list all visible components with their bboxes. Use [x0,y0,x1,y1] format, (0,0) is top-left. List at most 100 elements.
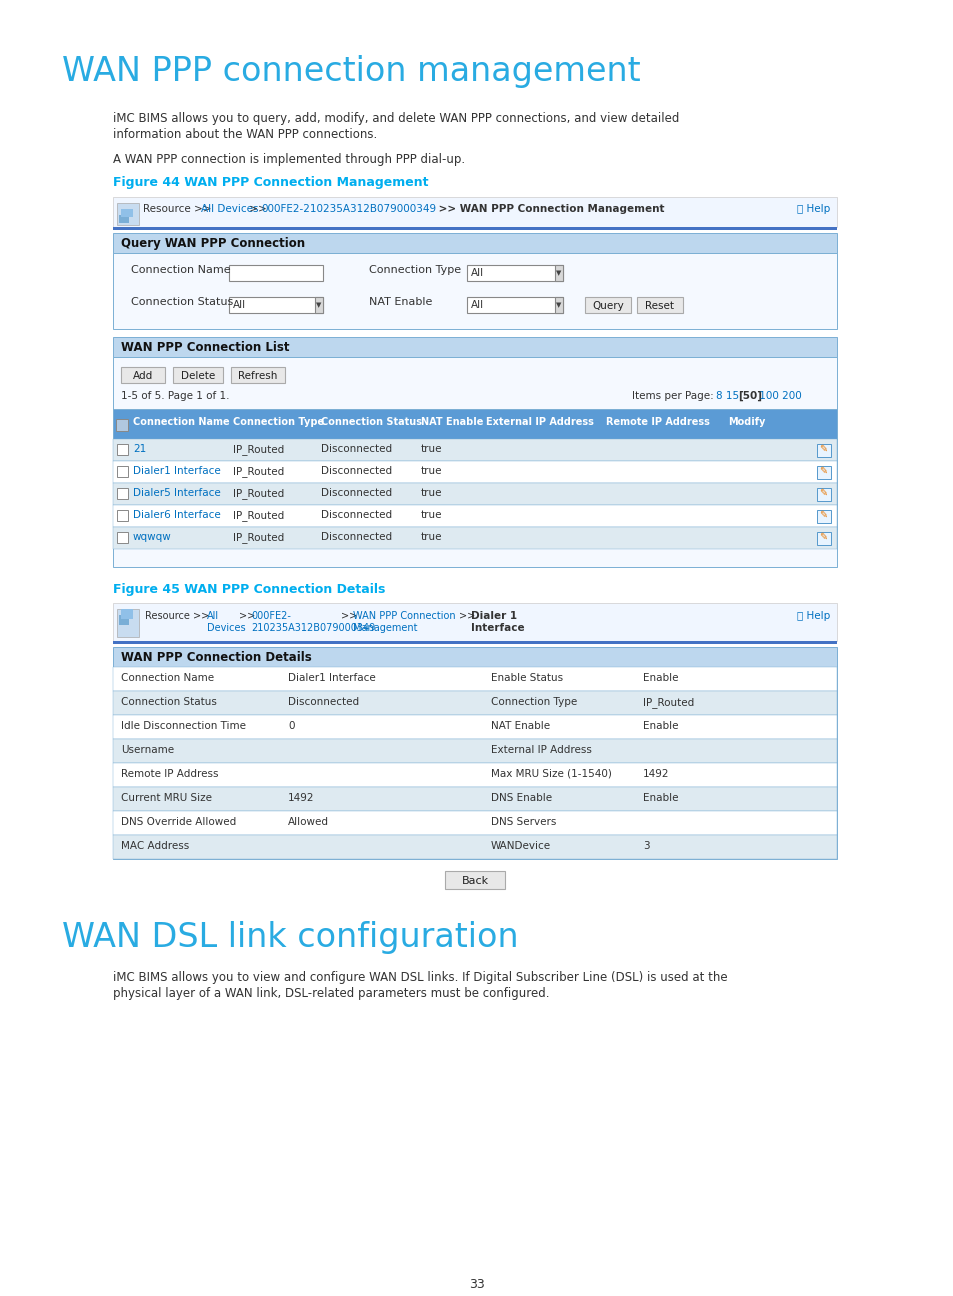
FancyBboxPatch shape [112,691,836,715]
Text: Remote IP Address: Remote IP Address [605,417,709,426]
Text: Disconnected: Disconnected [320,489,392,498]
Text: All
Devices: All Devices [207,610,245,632]
Text: Remote IP Address: Remote IP Address [121,769,218,779]
Text: Connection Status: Connection Status [121,697,216,708]
Text: Dialer1 Interface: Dialer1 Interface [288,673,375,683]
Text: MAC Address: MAC Address [121,841,189,851]
Text: IP_Routed: IP_Routed [233,531,284,543]
Text: Connection Status: Connection Status [320,417,421,426]
Text: NAT Enable: NAT Enable [491,721,550,731]
FancyBboxPatch shape [112,410,836,439]
Text: IP_Routed: IP_Routed [233,511,284,521]
Text: 0: 0 [288,721,294,731]
FancyBboxPatch shape [117,445,128,455]
FancyBboxPatch shape [816,489,830,502]
FancyBboxPatch shape [117,489,128,499]
Text: true: true [420,531,442,542]
Text: true: true [420,489,442,498]
Text: >> WAN PPP Connection Management: >> WAN PPP Connection Management [435,203,664,214]
FancyBboxPatch shape [467,264,562,281]
FancyBboxPatch shape [121,609,132,619]
Text: >>: >> [246,203,270,214]
FancyBboxPatch shape [816,511,830,524]
Text: NAT Enable: NAT Enable [369,297,432,307]
FancyBboxPatch shape [117,609,139,638]
Text: Connection Type: Connection Type [369,264,460,275]
FancyBboxPatch shape [112,603,836,642]
FancyBboxPatch shape [117,531,128,543]
Text: IP_Routed: IP_Routed [233,467,284,477]
Text: All: All [471,268,483,279]
FancyBboxPatch shape [816,467,830,480]
FancyBboxPatch shape [112,197,836,227]
Text: 3: 3 [642,841,649,851]
Text: Connection Type: Connection Type [233,417,324,426]
FancyBboxPatch shape [112,667,836,691]
Text: DNS Servers: DNS Servers [491,816,556,827]
Text: true: true [420,511,442,520]
Text: Connection Name: Connection Name [132,417,230,426]
Text: All: All [233,299,246,310]
Text: Resource >>: Resource >> [145,610,209,621]
Text: WAN PPP Connection List: WAN PPP Connection List [121,341,289,354]
FancyBboxPatch shape [555,264,562,281]
Text: Figure 44 WAN PPP Connection Management: Figure 44 WAN PPP Connection Management [112,176,428,189]
FancyBboxPatch shape [112,461,836,483]
Text: 1492: 1492 [288,793,314,804]
FancyBboxPatch shape [112,739,836,763]
FancyBboxPatch shape [112,527,836,550]
Text: Disconnected: Disconnected [320,467,392,476]
Text: ▼: ▼ [315,302,321,308]
Text: Enable Status: Enable Status [491,673,562,683]
Text: Add: Add [132,371,153,381]
FancyBboxPatch shape [112,835,836,859]
Text: >>: >> [340,610,356,621]
FancyBboxPatch shape [112,763,836,787]
Text: Dialer6 Interface: Dialer6 Interface [132,511,220,520]
Text: 8 15: 8 15 [716,391,741,400]
FancyBboxPatch shape [172,367,223,384]
FancyBboxPatch shape [117,467,128,477]
Text: [50]: [50] [738,391,761,402]
Text: WANDevice: WANDevice [491,841,551,851]
Text: Modify: Modify [727,417,764,426]
FancyBboxPatch shape [117,511,128,521]
Text: ✎: ✎ [818,511,826,520]
FancyBboxPatch shape [816,531,830,546]
Text: Figure 45 WAN PPP Connection Details: Figure 45 WAN PPP Connection Details [112,583,385,596]
Text: Disconnected: Disconnected [288,697,358,708]
Text: ▼: ▼ [556,270,560,276]
Text: 000FE2-
210235A312B079000349: 000FE2- 210235A312B079000349 [251,610,375,632]
Text: Connection Name: Connection Name [121,673,213,683]
Text: Disconnected: Disconnected [320,445,392,454]
Text: Allowed: Allowed [288,816,329,827]
FancyBboxPatch shape [112,233,836,253]
Text: IP_Routed: IP_Routed [642,697,694,708]
Text: Dialer 1
Interface: Dialer 1 Interface [471,610,524,632]
FancyBboxPatch shape [112,811,836,835]
FancyBboxPatch shape [121,367,165,384]
FancyBboxPatch shape [119,616,129,625]
Text: Query: Query [592,301,623,311]
Text: ⓘ Help: ⓘ Help [796,203,829,214]
Text: Enable: Enable [642,721,678,731]
FancyBboxPatch shape [444,871,504,889]
Text: WAN PPP Connection
Management: WAN PPP Connection Management [353,610,456,632]
Text: Items per Page:: Items per Page: [631,391,713,400]
Text: Delete: Delete [181,371,214,381]
Text: ▼: ▼ [556,302,560,308]
FancyBboxPatch shape [119,215,129,223]
Text: 1492: 1492 [642,769,669,779]
Text: Current MRU Size: Current MRU Size [121,793,212,804]
Text: WAN DSL link configuration: WAN DSL link configuration [62,921,518,954]
Text: Disconnected: Disconnected [320,511,392,520]
Text: DNS Override Allowed: DNS Override Allowed [121,816,236,827]
Text: 100 200: 100 200 [755,391,801,400]
Text: Reset: Reset [645,301,674,311]
Text: physical layer of a WAN link, DSL-related parameters must be configured.: physical layer of a WAN link, DSL-relate… [112,988,549,1001]
Text: All: All [471,299,483,310]
Text: DNS Enable: DNS Enable [491,793,552,804]
FancyBboxPatch shape [112,337,836,356]
Text: 000FE2-210235A312B079000349: 000FE2-210235A312B079000349 [261,203,436,214]
Text: Back: Back [461,876,488,886]
